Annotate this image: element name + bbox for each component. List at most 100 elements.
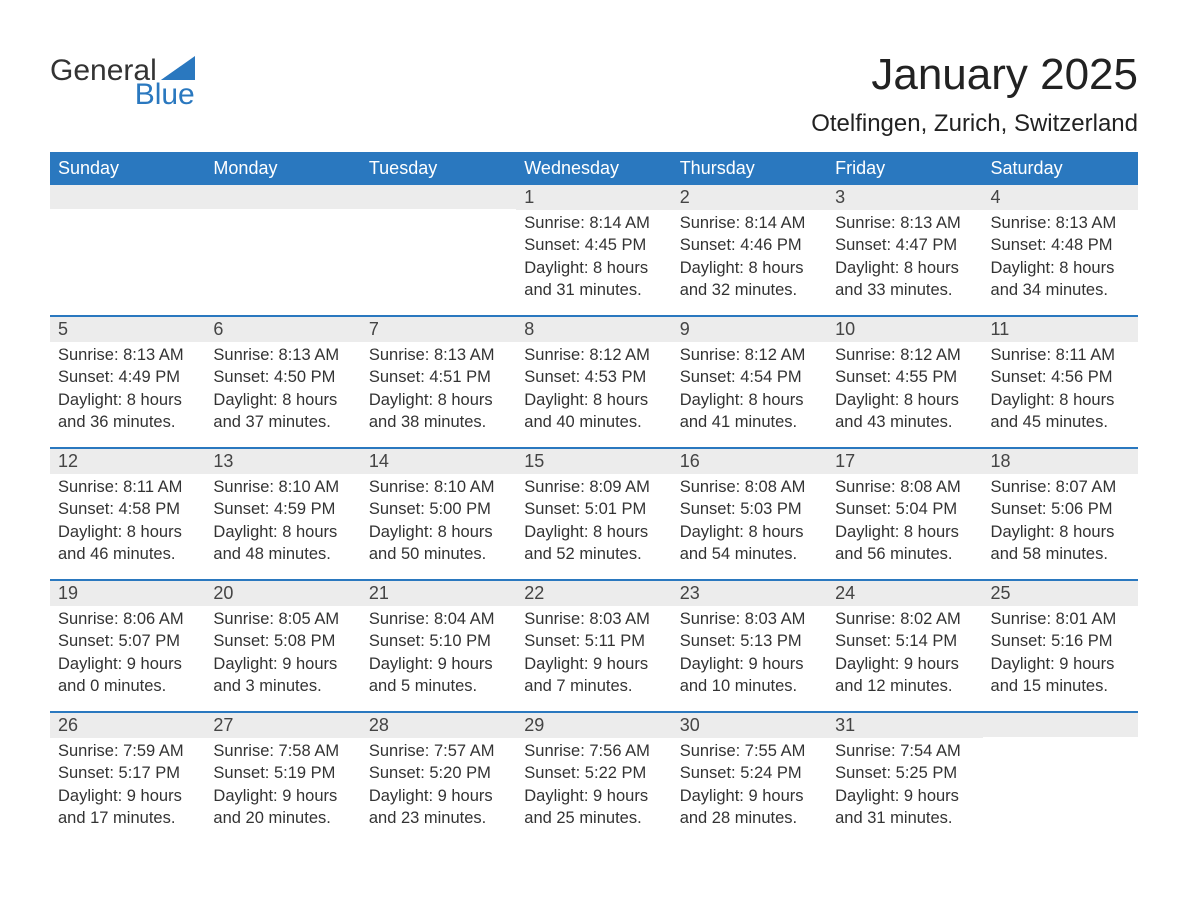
day-cell: 24Sunrise: 8:02 AMSunset: 5:14 PMDayligh… bbox=[827, 581, 982, 711]
sunset-line: Sunset: 5:20 PM bbox=[369, 762, 508, 784]
sunset-line: Sunset: 5:14 PM bbox=[835, 630, 974, 652]
day-content: Sunrise: 7:56 AMSunset: 5:22 PMDaylight:… bbox=[516, 738, 671, 837]
daylight2-line: and 32 minutes. bbox=[680, 279, 819, 301]
sunset-line: Sunset: 5:19 PM bbox=[213, 762, 352, 784]
day-content: Sunrise: 7:57 AMSunset: 5:20 PMDaylight:… bbox=[361, 738, 516, 837]
day-content: Sunrise: 8:08 AMSunset: 5:03 PMDaylight:… bbox=[672, 474, 827, 573]
day-cell: 17Sunrise: 8:08 AMSunset: 5:04 PMDayligh… bbox=[827, 449, 982, 579]
date-number: 21 bbox=[361, 581, 516, 606]
day-cell: 19Sunrise: 8:06 AMSunset: 5:07 PMDayligh… bbox=[50, 581, 205, 711]
date-number: 31 bbox=[827, 713, 982, 738]
day-content: Sunrise: 7:55 AMSunset: 5:24 PMDaylight:… bbox=[672, 738, 827, 837]
day-cell: 11Sunrise: 8:11 AMSunset: 4:56 PMDayligh… bbox=[983, 317, 1138, 447]
daylight1-line: Daylight: 8 hours bbox=[58, 521, 197, 543]
sunset-line: Sunset: 4:45 PM bbox=[524, 234, 663, 256]
day-content bbox=[983, 737, 1138, 747]
sunrise-line: Sunrise: 8:13 AM bbox=[58, 344, 197, 366]
day-cell bbox=[205, 185, 360, 315]
day-content: Sunrise: 8:12 AMSunset: 4:53 PMDaylight:… bbox=[516, 342, 671, 441]
day-content: Sunrise: 7:54 AMSunset: 5:25 PMDaylight:… bbox=[827, 738, 982, 837]
date-number: 24 bbox=[827, 581, 982, 606]
daylight1-line: Daylight: 9 hours bbox=[524, 653, 663, 675]
daylight1-line: Daylight: 9 hours bbox=[524, 785, 663, 807]
daylight2-line: and 33 minutes. bbox=[835, 279, 974, 301]
day-cell: 1Sunrise: 8:14 AMSunset: 4:45 PMDaylight… bbox=[516, 185, 671, 315]
daylight1-line: Daylight: 9 hours bbox=[213, 785, 352, 807]
date-number: 11 bbox=[983, 317, 1138, 342]
daylight2-line: and 7 minutes. bbox=[524, 675, 663, 697]
date-number bbox=[50, 185, 205, 209]
date-number: 12 bbox=[50, 449, 205, 474]
daylight2-line: and 58 minutes. bbox=[991, 543, 1130, 565]
sunset-line: Sunset: 5:25 PM bbox=[835, 762, 974, 784]
day-header: Friday bbox=[827, 152, 982, 185]
sunset-line: Sunset: 5:11 PM bbox=[524, 630, 663, 652]
day-cell: 22Sunrise: 8:03 AMSunset: 5:11 PMDayligh… bbox=[516, 581, 671, 711]
sunrise-line: Sunrise: 7:59 AM bbox=[58, 740, 197, 762]
calendar-week: 5Sunrise: 8:13 AMSunset: 4:49 PMDaylight… bbox=[50, 315, 1138, 447]
daylight2-line: and 56 minutes. bbox=[835, 543, 974, 565]
sunrise-line: Sunrise: 8:07 AM bbox=[991, 476, 1130, 498]
date-number: 16 bbox=[672, 449, 827, 474]
day-content: Sunrise: 8:12 AMSunset: 4:54 PMDaylight:… bbox=[672, 342, 827, 441]
day-cell: 21Sunrise: 8:04 AMSunset: 5:10 PMDayligh… bbox=[361, 581, 516, 711]
daylight1-line: Daylight: 8 hours bbox=[680, 389, 819, 411]
day-header: Tuesday bbox=[361, 152, 516, 185]
daylight1-line: Daylight: 9 hours bbox=[369, 653, 508, 675]
sunset-line: Sunset: 5:01 PM bbox=[524, 498, 663, 520]
calendar-week: 1Sunrise: 8:14 AMSunset: 4:45 PMDaylight… bbox=[50, 185, 1138, 315]
date-number: 17 bbox=[827, 449, 982, 474]
sunrise-line: Sunrise: 8:12 AM bbox=[524, 344, 663, 366]
date-number: 18 bbox=[983, 449, 1138, 474]
day-cell: 29Sunrise: 7:56 AMSunset: 5:22 PMDayligh… bbox=[516, 713, 671, 843]
date-number: 6 bbox=[205, 317, 360, 342]
date-number: 28 bbox=[361, 713, 516, 738]
sunset-line: Sunset: 5:08 PM bbox=[213, 630, 352, 652]
daylight2-line: and 48 minutes. bbox=[213, 543, 352, 565]
sunrise-line: Sunrise: 8:06 AM bbox=[58, 608, 197, 630]
daylight2-line: and 12 minutes. bbox=[835, 675, 974, 697]
day-cell: 3Sunrise: 8:13 AMSunset: 4:47 PMDaylight… bbox=[827, 185, 982, 315]
sunset-line: Sunset: 4:46 PM bbox=[680, 234, 819, 256]
daylight1-line: Daylight: 8 hours bbox=[369, 389, 508, 411]
date-number: 25 bbox=[983, 581, 1138, 606]
sunrise-line: Sunrise: 8:01 AM bbox=[991, 608, 1130, 630]
sunrise-line: Sunrise: 8:11 AM bbox=[58, 476, 197, 498]
date-number: 3 bbox=[827, 185, 982, 210]
calendar-body: 1Sunrise: 8:14 AMSunset: 4:45 PMDaylight… bbox=[50, 185, 1138, 843]
sunset-line: Sunset: 4:59 PM bbox=[213, 498, 352, 520]
daylight2-line: and 38 minutes. bbox=[369, 411, 508, 433]
sunset-line: Sunset: 5:13 PM bbox=[680, 630, 819, 652]
daylight1-line: Daylight: 8 hours bbox=[835, 389, 974, 411]
sunset-line: Sunset: 4:47 PM bbox=[835, 234, 974, 256]
date-number: 9 bbox=[672, 317, 827, 342]
date-number: 30 bbox=[672, 713, 827, 738]
sunset-line: Sunset: 4:53 PM bbox=[524, 366, 663, 388]
sunrise-line: Sunrise: 8:13 AM bbox=[835, 212, 974, 234]
day-content: Sunrise: 8:08 AMSunset: 5:04 PMDaylight:… bbox=[827, 474, 982, 573]
daylight2-line: and 34 minutes. bbox=[991, 279, 1130, 301]
sunrise-line: Sunrise: 8:05 AM bbox=[213, 608, 352, 630]
month-title: January 2025 bbox=[811, 50, 1138, 100]
day-cell: 16Sunrise: 8:08 AMSunset: 5:03 PMDayligh… bbox=[672, 449, 827, 579]
day-cell: 18Sunrise: 8:07 AMSunset: 5:06 PMDayligh… bbox=[983, 449, 1138, 579]
day-content: Sunrise: 8:13 AMSunset: 4:48 PMDaylight:… bbox=[983, 210, 1138, 309]
day-cell: 31Sunrise: 7:54 AMSunset: 5:25 PMDayligh… bbox=[827, 713, 982, 843]
sunset-line: Sunset: 4:58 PM bbox=[58, 498, 197, 520]
day-content: Sunrise: 8:11 AMSunset: 4:58 PMDaylight:… bbox=[50, 474, 205, 573]
day-cell: 15Sunrise: 8:09 AMSunset: 5:01 PMDayligh… bbox=[516, 449, 671, 579]
sunrise-line: Sunrise: 8:11 AM bbox=[991, 344, 1130, 366]
day-content: Sunrise: 8:13 AMSunset: 4:49 PMDaylight:… bbox=[50, 342, 205, 441]
location-label: Otelfingen, Zurich, Switzerland bbox=[811, 110, 1138, 138]
daylight1-line: Daylight: 9 hours bbox=[369, 785, 508, 807]
day-header: Monday bbox=[205, 152, 360, 185]
day-content: Sunrise: 8:13 AMSunset: 4:47 PMDaylight:… bbox=[827, 210, 982, 309]
daylight1-line: Daylight: 8 hours bbox=[524, 389, 663, 411]
day-cell: 2Sunrise: 8:14 AMSunset: 4:46 PMDaylight… bbox=[672, 185, 827, 315]
sunrise-line: Sunrise: 8:10 AM bbox=[213, 476, 352, 498]
day-cell: 9Sunrise: 8:12 AMSunset: 4:54 PMDaylight… bbox=[672, 317, 827, 447]
date-number: 26 bbox=[50, 713, 205, 738]
day-cell: 6Sunrise: 8:13 AMSunset: 4:50 PMDaylight… bbox=[205, 317, 360, 447]
daylight1-line: Daylight: 9 hours bbox=[680, 653, 819, 675]
sunrise-line: Sunrise: 8:10 AM bbox=[369, 476, 508, 498]
